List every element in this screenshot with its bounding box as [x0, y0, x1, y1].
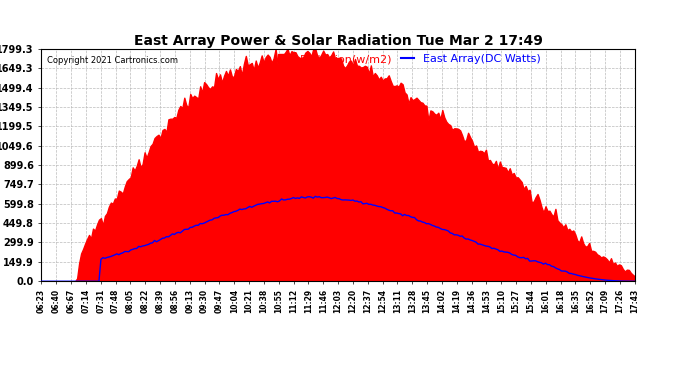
- Text: Copyright 2021 Cartronics.com: Copyright 2021 Cartronics.com: [48, 56, 178, 65]
- Title: East Array Power & Solar Radiation Tue Mar 2 17:49: East Array Power & Solar Radiation Tue M…: [134, 34, 542, 48]
- Legend: Radiation(w/m2), East Array(DC Watts): Radiation(w/m2), East Array(DC Watts): [277, 54, 541, 64]
